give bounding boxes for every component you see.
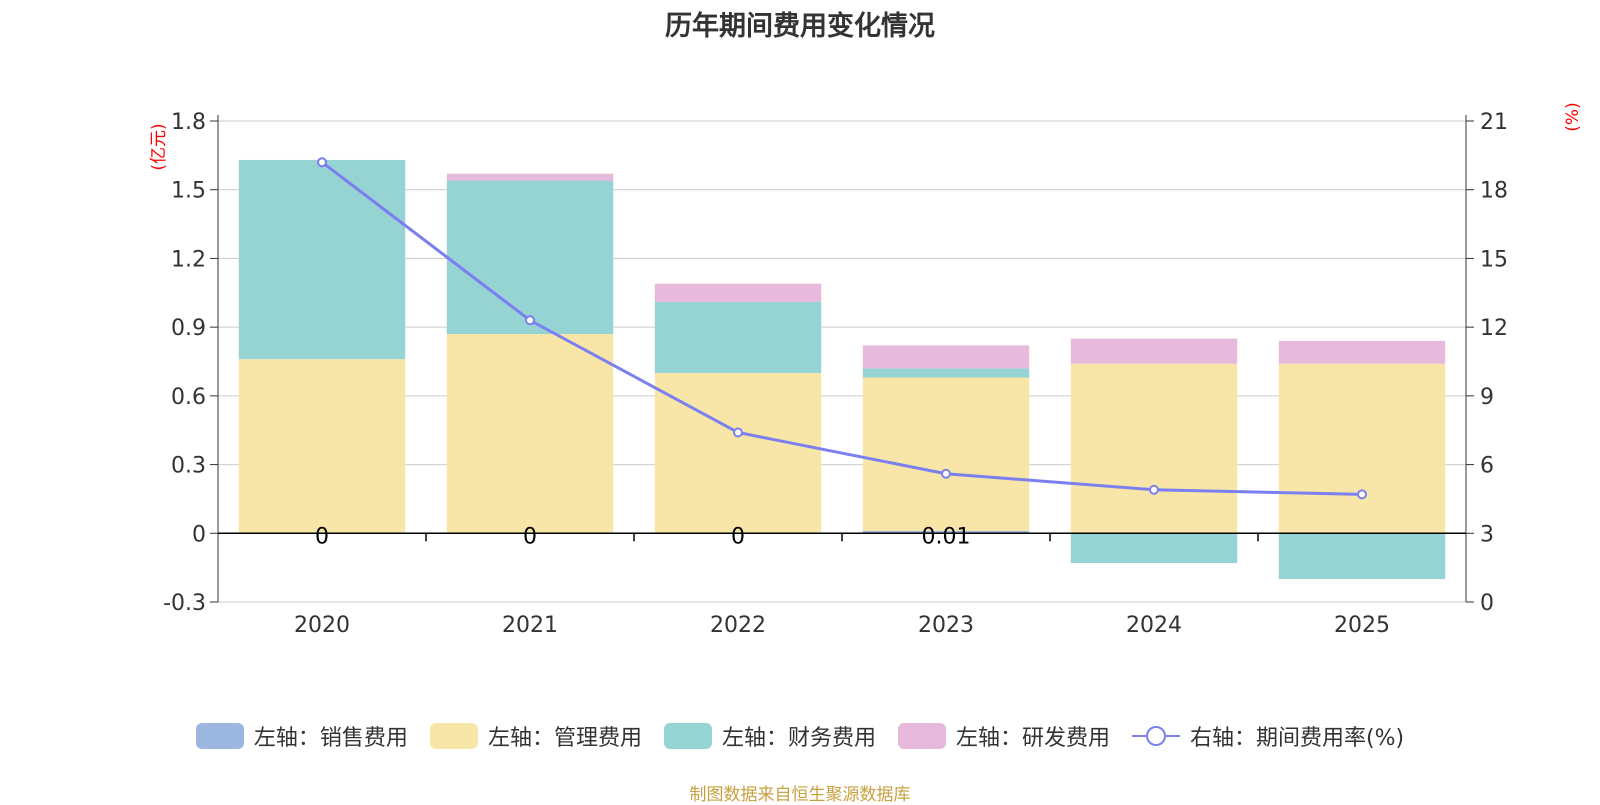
left-axis-tick-label: 0 <box>192 522 206 547</box>
right-axis-tick-label: 18 <box>1480 179 1508 204</box>
axes: 1.8 21 1.5 18 1.2 15 0.9 12 0.6 9 0.3 6 0 3 -0.3 0 2020 2… <box>149 102 1583 638</box>
left-axis-tick-label: 0.6 <box>171 385 206 410</box>
left-axis-tick-label: -0.3 <box>163 591 206 616</box>
legend-label-rate: 右轴：期间费用率(%) <box>1189 726 1405 751</box>
chart-title: 历年期间费用变化情况 <box>665 11 935 42</box>
bar-management <box>1278 363 1446 534</box>
legend: 左轴：销售费用 左轴：管理费用 左轴：财务费用 左轴：研发费用 右轴：期间费用率… <box>0 720 1600 752</box>
right-axis-tick-label: 12 <box>1480 316 1508 341</box>
left-axis-tick-label: 1.5 <box>171 179 206 204</box>
bar-rnd <box>1070 338 1238 364</box>
rate-point <box>525 315 535 326</box>
sales-value-label: 0 <box>523 524 537 549</box>
legend-item-sales[interactable]: 左轴：销售费用 <box>195 720 408 752</box>
right-axis-tick-label: 15 <box>1480 247 1508 272</box>
bar-sales <box>862 530 1030 534</box>
bar-rnd <box>1278 340 1446 364</box>
legend-label-finance: 左轴：财务费用 <box>721 726 876 751</box>
x-axis-tick-label: 2023 <box>918 613 974 638</box>
left-axis-tick-label: 1.2 <box>171 247 206 272</box>
bar-management <box>862 377 1030 531</box>
bar-management <box>654 372 822 534</box>
right-axis-unit: (%) <box>1563 102 1583 131</box>
right-axis-tick-label: 9 <box>1480 385 1494 410</box>
sales-value-label: 0 <box>731 524 745 549</box>
source-note: 制图数据来自恒生聚源数据库 <box>689 785 911 805</box>
bar-finance <box>654 301 822 373</box>
left-axis-tick-label: 0.9 <box>171 316 206 341</box>
rate-line <box>321 161 1363 496</box>
rate-point <box>1149 484 1159 495</box>
rate-line-layer <box>317 157 1367 500</box>
legend-swatch-rnd <box>897 723 946 749</box>
bar-rnd <box>654 283 822 302</box>
right-axis-tick-label: 21 <box>1480 110 1508 135</box>
bar-finance <box>446 180 614 335</box>
rate-point <box>1357 489 1367 500</box>
x-axis-tick-label: 2025 <box>1334 613 1390 638</box>
sales-value-label: 0 <box>315 524 329 549</box>
legend-item-rate[interactable]: 右轴：期间费用率(%) <box>1131 720 1405 752</box>
sales-value-label: 0.01 <box>922 524 971 549</box>
rate-point <box>941 468 951 479</box>
bar-finance <box>1278 533 1446 580</box>
bar-layer <box>238 159 1446 580</box>
bar-finance <box>862 368 1030 378</box>
x-axis-tick-label: 2024 <box>1126 613 1182 638</box>
right-axis-tick-label: 0 <box>1480 591 1494 616</box>
legend-swatch-sales <box>195 723 244 749</box>
legend-item-management[interactable]: 左轴：管理费用 <box>429 720 642 752</box>
legend-swatch-management <box>429 723 478 749</box>
x-axis-tick-label: 2021 <box>502 613 558 638</box>
rate-point <box>733 427 743 438</box>
x-axis-tick-label: 2020 <box>294 613 350 638</box>
legend-swatch-finance <box>663 723 712 749</box>
label-layer: 0 0 0 0.01 <box>315 524 970 549</box>
bar-management <box>238 359 406 534</box>
right-axis-tick-label: 6 <box>1480 454 1494 479</box>
bar-finance <box>1070 533 1238 564</box>
x-axis-tick-label: 2022 <box>710 613 766 638</box>
right-axis-tick-label: 3 <box>1480 522 1494 547</box>
legend-item-rnd[interactable]: 左轴：研发费用 <box>897 720 1110 752</box>
left-axis-unit: (亿元) <box>149 123 169 170</box>
bar-management <box>446 334 614 534</box>
legend-label-management: 左轴：管理费用 <box>487 726 642 751</box>
legend-line-marker-icon <box>1131 726 1180 746</box>
bar-rnd <box>862 345 1030 369</box>
legend-label-sales: 左轴：销售费用 <box>253 726 408 751</box>
left-axis-tick-label: 1.8 <box>171 110 206 135</box>
left-axis-tick-label: 0.3 <box>171 454 206 479</box>
bar-management <box>1070 363 1238 534</box>
legend-item-finance[interactable]: 左轴：财务费用 <box>663 720 876 752</box>
bar-rnd <box>446 173 614 181</box>
rate-point <box>317 157 327 168</box>
bar-finance <box>238 159 406 360</box>
legend-label-rnd: 左轴：研发费用 <box>955 726 1110 751</box>
